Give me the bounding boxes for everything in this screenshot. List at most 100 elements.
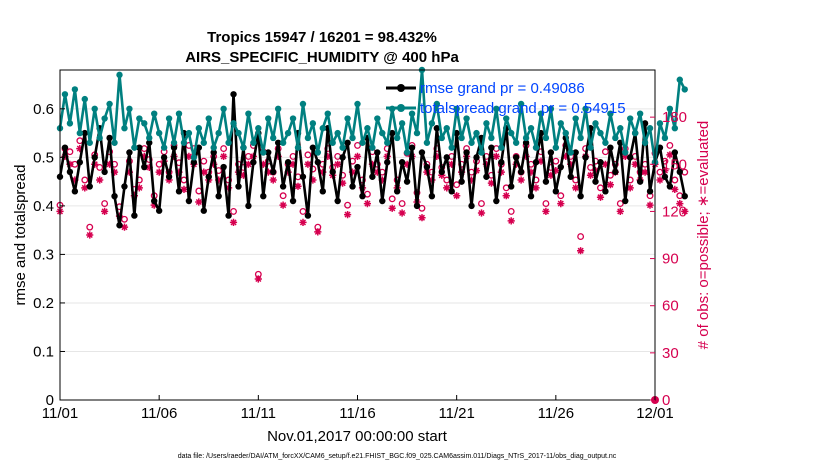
rmse-point — [175, 188, 183, 195]
totalspread-point — [522, 134, 530, 142]
totalspread-point — [220, 105, 227, 113]
totalspread-point — [478, 149, 485, 156]
rmse-point — [612, 168, 619, 176]
totalspread-point — [61, 91, 69, 98]
x-tick-label: 11/16 — [339, 405, 375, 422]
rmse-point — [622, 197, 629, 205]
obs-evaluated-point — [61, 152, 69, 160]
x-tick-label: 11/01 — [42, 405, 78, 422]
rmse-point — [136, 144, 143, 151]
obs-evaluated-point — [671, 185, 679, 193]
rmse-point — [200, 207, 207, 214]
rmse-point — [393, 188, 401, 195]
rmse-point — [567, 173, 574, 180]
totalspread-point — [473, 129, 480, 137]
obs-evaluated-point — [448, 160, 456, 168]
obs-evaluated-point — [482, 160, 490, 168]
obs-evaluated-point — [86, 231, 94, 239]
rmse-point — [270, 168, 277, 176]
rmse-point — [389, 129, 396, 137]
totalspread-point — [230, 120, 237, 127]
obs-evaluated-point — [527, 168, 535, 176]
obs-evaluated-point — [398, 209, 406, 217]
obs-possible-point — [155, 160, 163, 168]
obs-possible-point — [418, 204, 426, 212]
totalspread-point — [106, 100, 113, 108]
totalspread-point — [299, 100, 307, 108]
obs-possible-point — [666, 141, 674, 149]
y-tick-label-right: 0 — [662, 392, 670, 409]
totalspread-point — [354, 100, 361, 108]
rmse-point — [542, 178, 550, 185]
obs-possible-point — [453, 181, 461, 189]
obs-evaluated-point — [165, 176, 173, 184]
rmse-point — [155, 207, 163, 214]
obs-evaluated-point — [76, 145, 84, 153]
rmse-point — [121, 183, 128, 190]
y-axis-label-left: rmse and totalspread — [12, 165, 29, 306]
obs-possible-point — [478, 200, 485, 208]
totalspread-point — [423, 139, 431, 146]
rmse-point — [488, 144, 495, 151]
rmse-point — [170, 144, 178, 151]
obs-evaluated-point — [552, 167, 560, 175]
totalspread-point — [175, 110, 183, 117]
rmse-point — [146, 139, 153, 146]
rmse-point — [607, 144, 614, 151]
totalspread-point — [185, 129, 193, 137]
obs-evaluated-point — [145, 163, 153, 171]
totalspread-point — [458, 134, 465, 142]
totalspread-point — [671, 125, 679, 132]
rmse-point — [304, 212, 312, 219]
obs-possible-point — [220, 145, 228, 153]
totalspread-point — [165, 115, 173, 122]
rmse-point — [641, 120, 649, 127]
rmse-point — [116, 222, 123, 229]
totalspread-point — [577, 134, 584, 142]
obs-evaluated-point — [229, 218, 238, 226]
rmse-point — [344, 139, 351, 146]
totalspread-point — [309, 120, 317, 127]
obs-evaluated-point — [646, 201, 654, 209]
rmse-point — [250, 159, 257, 166]
totalspread-point — [160, 144, 168, 151]
totalspread-point — [403, 149, 411, 156]
obs-evaluated-point — [681, 207, 689, 215]
rmse-point — [661, 173, 669, 180]
obs-evaluated-point — [621, 152, 629, 160]
totalspread-point — [508, 129, 515, 137]
totalspread-point — [468, 139, 475, 146]
obs-evaluated-point — [507, 217, 515, 225]
totalspread-point — [151, 110, 158, 117]
obs-evaluated-point — [274, 152, 282, 160]
rmse-point — [413, 202, 421, 210]
obs-evaluated-point — [334, 160, 342, 168]
rmse-point — [131, 212, 138, 219]
x-tick-label: 11/21 — [438, 405, 474, 422]
rmse-point — [517, 168, 525, 176]
rmse-point — [681, 192, 688, 200]
obs-possible-point — [96, 163, 104, 171]
rmse-point — [473, 154, 480, 161]
obs-evaluated-point — [492, 152, 500, 160]
obs-evaluated-point — [596, 193, 605, 201]
totalspread-point — [304, 134, 312, 142]
totalspread-point — [408, 110, 416, 117]
obs-evaluated-point — [378, 176, 386, 184]
obs-possible-point — [542, 200, 550, 208]
obs-evaluated-point — [567, 160, 575, 168]
totalspread-point — [284, 129, 292, 137]
obs-evaluated-point — [175, 168, 183, 176]
rmse-point — [602, 188, 609, 195]
totalspread-point — [631, 129, 639, 137]
chart-title-line-1: Tropics 15947 / 16201 = 98.432% — [207, 29, 437, 46]
obs-evaluated-point — [180, 185, 188, 193]
rmse-point — [165, 173, 173, 180]
totalspread-point — [666, 105, 674, 113]
obs-possible-point — [279, 192, 287, 200]
obs-evaluated-point — [324, 152, 332, 160]
rmse-point — [86, 183, 93, 190]
totalspread-point — [314, 149, 322, 156]
totalspread-point — [81, 95, 88, 103]
totalspread-point — [235, 129, 242, 137]
